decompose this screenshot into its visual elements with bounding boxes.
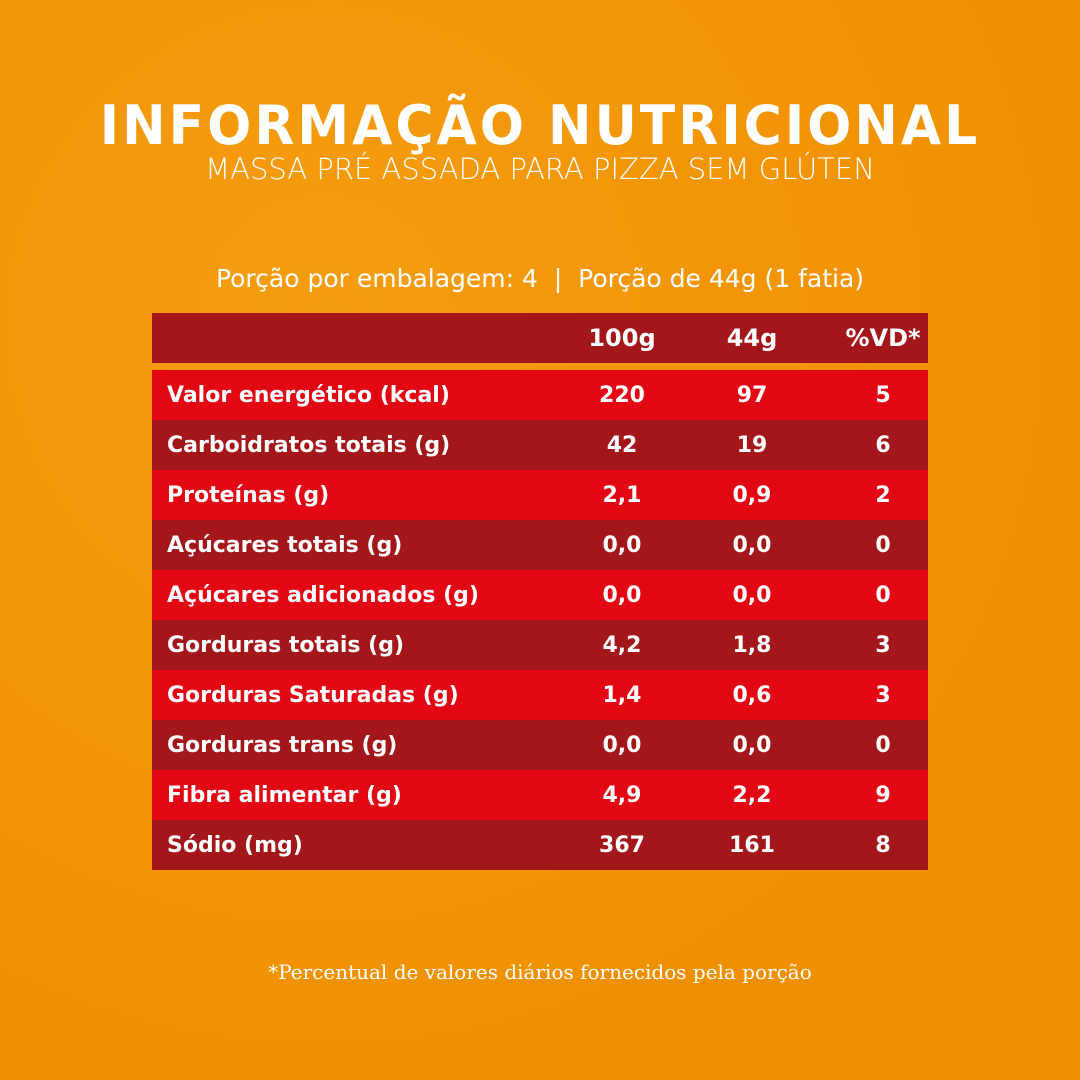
value-100g: 4,2 <box>602 632 642 658</box>
value-vd: 2 <box>875 482 891 508</box>
value-vd: 0 <box>875 732 891 758</box>
value-vd: 5 <box>875 382 891 408</box>
table-row: Açúcares totais (g) 0,0 0,0 0 <box>152 520 928 570</box>
value-100g: 367 <box>599 832 645 858</box>
table-header: 100g 44g %VD* <box>152 313 928 363</box>
value-vd: 8 <box>875 832 891 858</box>
value-vd: 9 <box>875 782 891 808</box>
table-row: Valor energético (kcal) 220 97 5 <box>152 370 928 420</box>
value-vd: 0 <box>875 582 891 608</box>
value-100g: 0,0 <box>602 732 642 758</box>
page-title: INFORMAÇÃO NUTRICIONAL <box>99 94 981 158</box>
product-subtitle: MASSA PRÉ ASSADA PARA PIZZA SEM GLÚTEN <box>205 152 875 186</box>
nutrient-label: Sódio (mg) <box>167 832 303 858</box>
nutrient-label: Proteínas (g) <box>167 482 330 508</box>
value-100g: 0,0 <box>602 532 642 558</box>
header-vd: %VD* <box>845 324 921 352</box>
nutrient-label: Gorduras totais (g) <box>167 632 405 658</box>
value-44g: 0,0 <box>732 732 772 758</box>
nutrient-label: Valor energético (kcal) <box>167 382 450 408</box>
nutrient-label: Gorduras Saturadas (g) <box>167 682 459 708</box>
value-44g: 1,8 <box>732 632 772 658</box>
value-44g: 0,6 <box>732 682 772 708</box>
table-row: Carboidratos totais (g) 42 19 6 <box>152 420 928 470</box>
value-100g: 220 <box>599 382 645 408</box>
value-100g: 4,9 <box>602 782 642 808</box>
value-44g: 19 <box>736 432 768 458</box>
nutrient-label: Açúcares totais (g) <box>167 532 403 558</box>
value-vd: 6 <box>875 432 891 458</box>
value-vd: 3 <box>875 682 891 708</box>
nutrient-label: Fibra alimentar (g) <box>167 782 402 808</box>
table-row: Gorduras totais (g) 4,2 1,8 3 <box>152 620 928 670</box>
value-44g: 0,0 <box>732 582 772 608</box>
table-row: Sódio (mg) 367 161 8 <box>152 820 928 870</box>
value-100g: 1,4 <box>602 682 642 708</box>
table-row: Proteínas (g) 2,1 0,9 2 <box>152 470 928 520</box>
value-100g: 42 <box>606 432 638 458</box>
value-100g: 2,1 <box>602 482 642 508</box>
table-row: Gorduras Saturadas (g) 1,4 0,6 3 <box>152 670 928 720</box>
footnote: *Percentual de valores diários fornecido… <box>268 960 812 984</box>
portion-info: Porção por embalagem: 4 | Porção de 44g … <box>215 264 865 293</box>
value-44g: 2,2 <box>732 782 772 808</box>
table-row: Açúcares adicionados (g) 0,0 0,0 0 <box>152 570 928 620</box>
table-row: Gorduras trans (g) 0,0 0,0 0 <box>152 720 928 770</box>
nutrient-label: Açúcares adicionados (g) <box>167 582 479 608</box>
header-44g: 44g <box>726 324 778 352</box>
value-44g: 161 <box>729 832 775 858</box>
value-vd: 3 <box>875 632 891 658</box>
nutrition-table: 100g 44g %VD* Valor energético (kcal) 220… <box>152 313 928 870</box>
table-row: Fibra alimentar (g) 4,9 2,2 9 <box>152 770 928 820</box>
nutrient-label: Carboidratos totais (g) <box>167 432 451 458</box>
nutrient-label: Gorduras trans (g) <box>167 732 398 758</box>
value-44g: 0,9 <box>732 482 772 508</box>
header-100g: 100g <box>588 324 656 352</box>
value-100g: 0,0 <box>602 582 642 608</box>
value-44g: 0,0 <box>732 532 772 558</box>
value-44g: 97 <box>736 382 768 408</box>
value-vd: 0 <box>875 532 891 558</box>
